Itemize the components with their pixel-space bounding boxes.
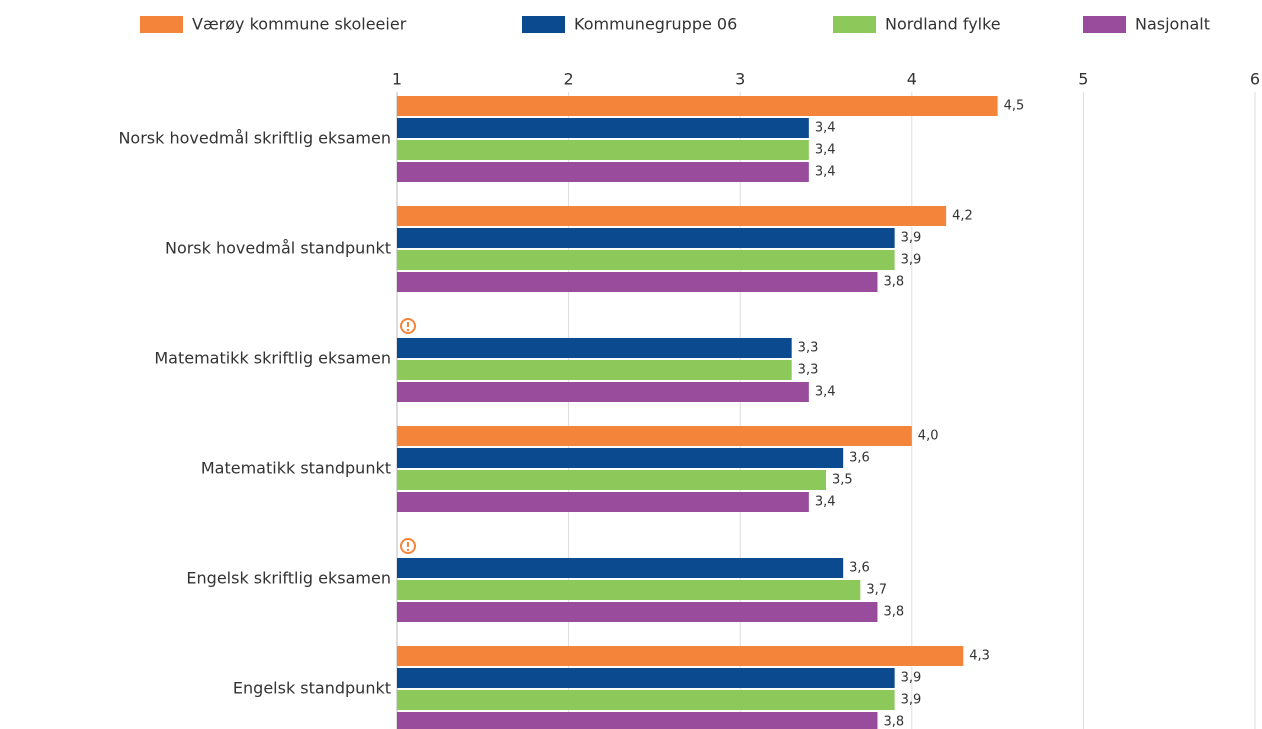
bar — [397, 206, 947, 226]
bar — [397, 602, 878, 622]
bar — [397, 360, 792, 380]
value-label: 3,3 — [798, 363, 819, 378]
x-tick-label: 2 — [564, 70, 574, 89]
x-tick-label: 6 — [1250, 70, 1260, 89]
value-label: 4,5 — [1004, 99, 1025, 114]
value-label: 3,6 — [849, 451, 870, 466]
value-label: 3,4 — [815, 165, 836, 180]
bar — [397, 162, 809, 182]
value-label: 3,4 — [815, 495, 836, 510]
bar — [397, 338, 792, 358]
x-tick-label: 5 — [1078, 70, 1088, 89]
value-label: 3,3 — [798, 341, 819, 356]
warning-icon-dot — [406, 548, 410, 552]
x-tick-label: 4 — [907, 70, 917, 89]
legend-label: Værøy kommune skoleeier — [192, 15, 407, 34]
category-label: Matematikk standpunkt — [201, 459, 391, 478]
legend-swatch — [833, 16, 876, 33]
category-label: Engelsk skriftlig eksamen — [186, 569, 391, 588]
value-label: 3,9 — [901, 253, 922, 268]
bar — [397, 272, 878, 292]
value-label: 4,2 — [952, 209, 973, 224]
bar — [397, 712, 878, 729]
category-label: Matematikk skriftlig eksamen — [154, 349, 391, 368]
value-label: 3,4 — [815, 385, 836, 400]
legend-swatch — [1083, 16, 1126, 33]
value-label: 3,7 — [866, 583, 887, 598]
value-label: 3,6 — [849, 561, 870, 576]
category-label: Engelsk standpunkt — [233, 679, 391, 698]
legend-label: Kommunegruppe 06 — [574, 15, 737, 34]
legend-label: Nasjonalt — [1135, 15, 1210, 34]
bar — [397, 646, 964, 666]
warning-icon — [400, 538, 416, 554]
bar — [397, 492, 809, 512]
value-label: 3,5 — [832, 473, 853, 488]
value-label: 3,9 — [901, 231, 922, 246]
bar — [397, 382, 809, 402]
category-label: Norsk hovedmål standpunkt — [165, 239, 391, 258]
bar — [397, 690, 895, 710]
bar — [397, 580, 861, 600]
legend-swatch — [522, 16, 565, 33]
bar — [397, 118, 809, 138]
bar — [397, 228, 895, 248]
bar — [397, 250, 895, 270]
warning-icon-dot — [406, 328, 410, 332]
value-label: 3,9 — [901, 693, 922, 708]
value-label: 3,8 — [883, 605, 904, 620]
bar — [397, 558, 844, 578]
bar — [397, 470, 826, 490]
x-tick-label: 3 — [735, 70, 745, 89]
bar — [397, 426, 912, 446]
value-label: 3,4 — [815, 143, 836, 158]
value-label: 4,0 — [918, 429, 939, 444]
bar — [397, 448, 844, 468]
value-label: 4,3 — [969, 649, 990, 664]
x-tick-label: 1 — [392, 70, 402, 89]
legend-label: Nordland fylke — [885, 15, 1001, 34]
bar — [397, 140, 809, 160]
bar — [397, 668, 895, 688]
warning-icon — [400, 318, 416, 334]
value-label: 3,4 — [815, 121, 836, 136]
value-label: 3,8 — [883, 715, 904, 729]
legend-swatch — [140, 16, 183, 33]
value-label: 3,8 — [883, 275, 904, 290]
bar — [397, 96, 998, 116]
category-label: Norsk hovedmål skriftlig eksamen — [118, 129, 391, 148]
value-label: 3,9 — [901, 671, 922, 686]
